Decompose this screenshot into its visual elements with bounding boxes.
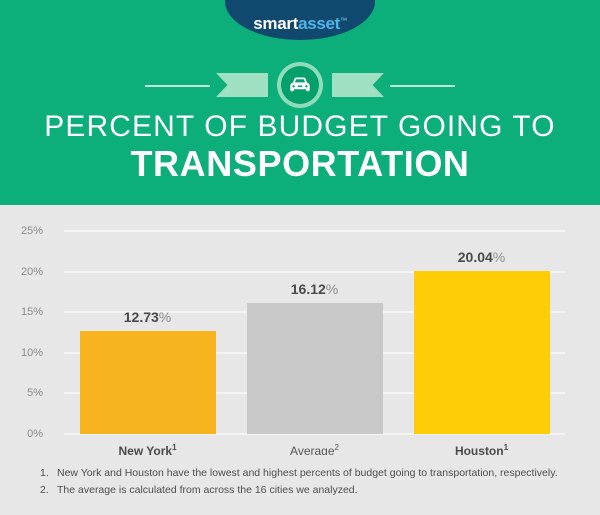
footnotes-section: 1. New York and Houston have the lowest a… — [0, 455, 600, 515]
bar-chart: 0% 5% 10% 15% 20% 25% 12.73% New York1 16.12% Av… — [0, 205, 600, 458]
bar-value-number: 20.04 — [457, 249, 493, 266]
badge-inner-circle — [281, 66, 319, 104]
footnote-number: 2. — [40, 484, 49, 496]
trademark-symbol: ™ — [340, 17, 347, 25]
y-axis-label: 0% — [27, 428, 43, 440]
bar-group: 16.12% Average2 — [246, 231, 383, 458]
header-banner: smartasset™ PERCENT OF B — [0, 0, 600, 205]
ribbon-decoration — [0, 62, 600, 108]
y-axis-label: 20% — [20, 265, 43, 278]
logo-text-asset: asset — [298, 14, 341, 33]
gridline — [64, 270, 565, 273]
bar-value-number: 16.12 — [290, 281, 326, 298]
footnote-marker[interactable]: 1 — [503, 443, 509, 452]
bar-group: 12.73% New York1 — [79, 231, 216, 458]
logo-wordmark: smartasset™ — [253, 15, 347, 32]
percent-sign: % — [158, 308, 172, 325]
footnote-item: 1. New York and Houston have the lowest a… — [40, 465, 580, 482]
bars-group: 12.73% New York1 16.12% Average2 20.04% Houst… — [64, 231, 565, 458]
x-axis-label-new-york: New York1 — [80, 443, 216, 458]
ribbon-right — [332, 73, 384, 97]
footnote-text: New York and Houston have the lowest and… — [57, 467, 558, 479]
x-axis-label-houston: Houston1 — [414, 443, 550, 458]
x-axis-label-average: Average2 — [247, 443, 383, 458]
percent-sign: % — [492, 249, 506, 266]
bar-value-label: 12.73% — [80, 309, 216, 325]
category-name: New York — [118, 444, 173, 458]
title-line-2: TRANSPORTATION — [130, 143, 470, 184]
y-axis-label: 15% — [20, 306, 43, 319]
ribbon-left — [216, 73, 268, 97]
bar-houston[interactable] — [413, 271, 550, 434]
footnotes-list: 1. New York and Houston have the lowest a… — [40, 465, 580, 499]
smartasset-logo[interactable]: smartasset™ — [225, 0, 375, 40]
divider-line-left — [145, 85, 210, 87]
car-icon — [290, 77, 310, 91]
bar-group: 20.04% Houston1 — [413, 231, 550, 458]
logo-text-smart: smart — [253, 14, 299, 33]
footnote-item: 2. The average is calculated from across … — [40, 482, 580, 499]
bar-value-label: 20.04% — [414, 249, 550, 265]
badge-circle — [277, 62, 323, 108]
footnote-marker[interactable]: 2 — [334, 443, 339, 452]
bar-value-label: 16.12% — [247, 281, 383, 297]
y-axis-label: 10% — [20, 346, 43, 359]
page-title: PERCENT OF BUDGET GOING TO TRANSPORTATIO… — [0, 110, 600, 184]
footnote-text: The average is calculated from across th… — [57, 484, 358, 496]
gridline — [64, 230, 565, 232]
bar-average[interactable] — [246, 303, 383, 434]
category-name: Houston — [454, 444, 504, 458]
gridline — [64, 433, 565, 435]
bar-new-york[interactable] — [79, 330, 216, 434]
category-name: Average — [290, 444, 335, 458]
divider-line-right — [390, 85, 455, 87]
title-line-1: PERCENT OF BUDGET GOING TO — [44, 110, 556, 143]
footnote-number: 1. — [40, 467, 49, 479]
bar-value-number: 12.73 — [123, 308, 159, 325]
percent-sign: % — [325, 281, 339, 298]
plot-area: 0% 5% 10% 15% 20% 25% 12.73% New York1 16.12% Av… — [21, 225, 565, 458]
y-axis-label: 25% — [20, 225, 43, 237]
footnote-marker[interactable]: 1 — [172, 443, 177, 452]
y-axis-label: 5% — [27, 387, 43, 400]
